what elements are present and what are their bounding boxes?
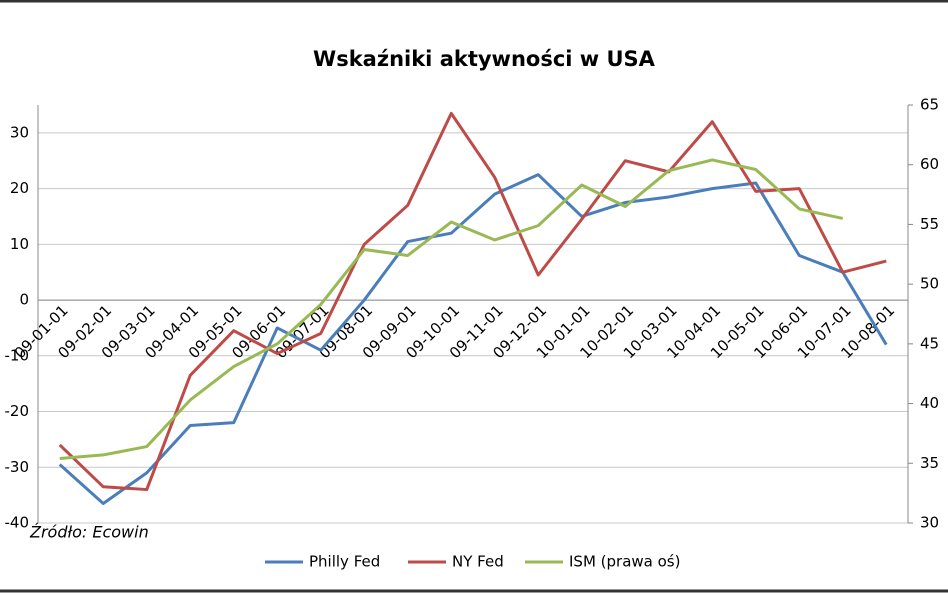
y2-tick-label: 35: [920, 454, 939, 472]
y2-tick-label: 45: [920, 334, 939, 352]
series-line: [58, 173, 888, 505]
y-tick-label: 0: [19, 291, 29, 309]
y-tick-label: -40: [5, 514, 30, 532]
series-line: [58, 111, 887, 492]
annotation: Źródło: Ecowin: [29, 523, 149, 542]
y-tick-label: -10: [5, 346, 30, 364]
y2-tick-label: 40: [920, 394, 939, 412]
y2-tick-label: 55: [920, 215, 939, 233]
legend-label: NY Fed: [452, 553, 504, 571]
y2-tick-label: 60: [920, 155, 939, 173]
y-tick-label: -20: [5, 402, 30, 420]
y-tick-label: -30: [5, 458, 30, 476]
y2-tick-label: 50: [920, 275, 939, 293]
y2-tick-label: 65: [920, 96, 939, 114]
y-tick-label: 10: [10, 235, 29, 253]
y2-tick-label: 30: [920, 514, 939, 532]
legend-label: ISM (prawa oś): [569, 553, 680, 571]
series-line: [59, 158, 844, 461]
y-tick-label: 20: [10, 179, 29, 197]
chart-title: Wskaźniki aktywności w USA: [313, 47, 656, 71]
y-tick-label: 30: [10, 123, 29, 141]
legend-label: Philly Fed: [309, 553, 380, 571]
